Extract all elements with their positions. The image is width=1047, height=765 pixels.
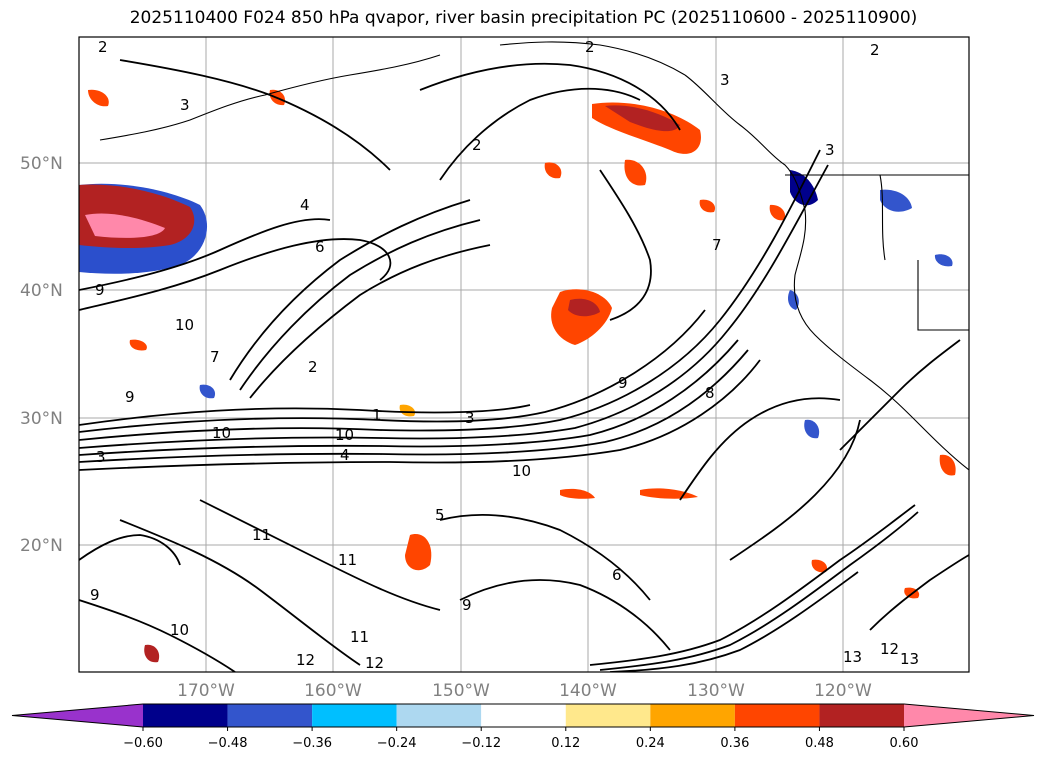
lat-tick-label: 20°N bbox=[20, 536, 63, 556]
lon-tick-label: 120°W bbox=[814, 681, 872, 701]
contour-label: 12 bbox=[365, 654, 384, 672]
contour-label: 9 bbox=[95, 281, 105, 299]
colorbar-tick-label: −0.24 bbox=[377, 736, 417, 751]
colorbar-swatch bbox=[396, 704, 482, 727]
contour-label: 2 bbox=[472, 136, 482, 154]
colorbar-swatch bbox=[481, 704, 566, 727]
colorbar: −0.60 −0.48 −0.36 −0.24 −0.12 0.12 0.24 0.36 0.4… bbox=[11, 703, 1035, 751]
colorbar-tick-label: 0.36 bbox=[720, 736, 749, 751]
contour-label: 1 bbox=[372, 406, 382, 424]
lon-tick-label: 160°W bbox=[304, 681, 362, 701]
contour-label: 4 bbox=[300, 196, 310, 214]
colorbar-swatch bbox=[819, 704, 904, 727]
colorbar-tick-label: 0.48 bbox=[805, 736, 834, 751]
colorbar-swatch bbox=[650, 704, 735, 727]
colorbar-swatch bbox=[734, 704, 820, 727]
contour-label: 3 bbox=[180, 96, 190, 114]
colorbar-swatch bbox=[565, 704, 651, 727]
colorbar-tick-label: 0.60 bbox=[890, 736, 919, 751]
colorbar-tick-label: −0.36 bbox=[292, 736, 332, 751]
contour-label: 9 bbox=[90, 586, 100, 604]
contour-label: 3 bbox=[825, 141, 835, 159]
longitude-labels: 170°W 160°W 150°W 140°W 130°W 120°W bbox=[177, 681, 872, 701]
contour-label: 10 bbox=[212, 424, 231, 442]
contour-label: 5 bbox=[435, 506, 445, 524]
latitude-labels: 50°N 40°N 30°N 20°N bbox=[20, 154, 63, 556]
contour-label: 3 bbox=[465, 409, 475, 427]
contour-label: 13 bbox=[900, 650, 919, 668]
contour-label: 2 bbox=[98, 38, 108, 56]
colorbar-swatch bbox=[227, 704, 313, 727]
colorbar-tick-label: 0.12 bbox=[551, 736, 580, 751]
contour-label: 11 bbox=[252, 526, 271, 544]
contour-label: 10 bbox=[170, 621, 189, 639]
contour-label: 6 bbox=[315, 238, 325, 256]
contour-label: 7 bbox=[712, 236, 722, 254]
colorbar-tick-label: −0.60 bbox=[123, 736, 163, 751]
map-frame bbox=[78, 36, 970, 673]
lon-tick-label: 150°W bbox=[432, 681, 490, 701]
colorbar-tick-label: −0.48 bbox=[208, 736, 248, 751]
lat-tick-label: 40°N bbox=[20, 281, 63, 301]
graticule bbox=[79, 37, 969, 672]
contour-label: 3 bbox=[720, 71, 730, 89]
map-title: 2025110400 F024 850 hPa qvapor, river ba… bbox=[129, 8, 918, 28]
contour-label: 7 bbox=[210, 348, 220, 366]
lat-tick-label: 50°N bbox=[20, 154, 63, 174]
colorbar-extend-high bbox=[904, 704, 1034, 727]
coastlines bbox=[99, 41, 969, 471]
contour-label: 4 bbox=[340, 446, 350, 464]
contour-label: 10 bbox=[512, 462, 531, 480]
contour-label: 9 bbox=[618, 374, 628, 392]
contour-label: 8 bbox=[705, 384, 715, 402]
colorbar-swatch bbox=[143, 704, 228, 727]
contour-label: 11 bbox=[350, 628, 369, 646]
colorbar-tick-label: 0.24 bbox=[636, 736, 665, 751]
contour-label: 9 bbox=[125, 388, 135, 406]
contour-label: 3 bbox=[96, 448, 106, 466]
contour-label: 12 bbox=[296, 651, 315, 669]
contour-label: 11 bbox=[338, 551, 357, 569]
contour-label: 6 bbox=[612, 566, 622, 584]
colorbar-extend-low bbox=[12, 704, 143, 727]
colorbar-tick-label: −0.12 bbox=[461, 736, 501, 751]
colorbar-swatch bbox=[312, 704, 397, 727]
lat-tick-label: 30°N bbox=[20, 409, 63, 429]
contour-label: 2 bbox=[308, 358, 318, 376]
contour-label: 9 bbox=[462, 596, 472, 614]
contour-label: 12 bbox=[880, 640, 899, 658]
contour-labels: 2 3 2 2 4 3 2 3 6 9 10 7 2 1 9 10 10 3 4… bbox=[90, 38, 919, 672]
contour-label: 2 bbox=[585, 38, 595, 56]
precip-shading bbox=[79, 89, 956, 663]
contour-label: 13 bbox=[843, 648, 862, 666]
contour-label: 10 bbox=[335, 426, 354, 444]
lon-tick-label: 140°W bbox=[559, 681, 617, 701]
contour-label: 2 bbox=[870, 41, 880, 59]
contour-label: 10 bbox=[175, 316, 194, 334]
qvapor-contours bbox=[79, 59, 969, 672]
lon-tick-label: 170°W bbox=[177, 681, 235, 701]
lon-tick-label: 130°W bbox=[687, 681, 745, 701]
